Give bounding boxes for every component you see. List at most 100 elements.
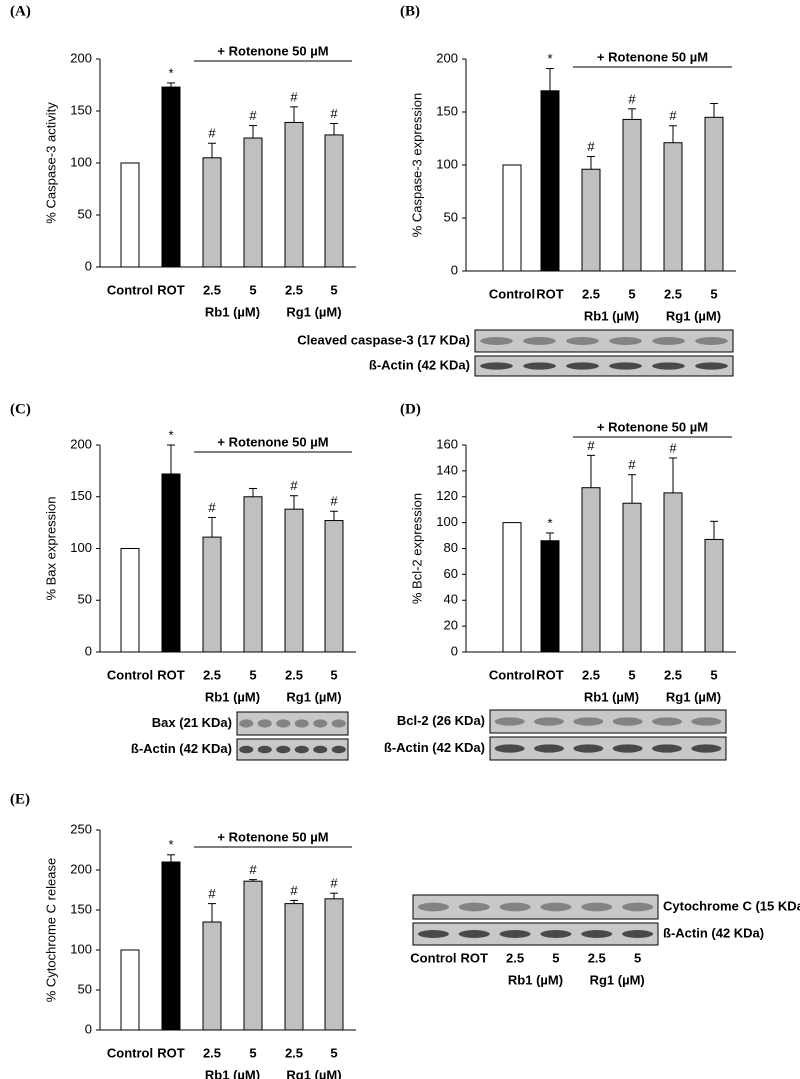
blot-band <box>494 744 525 753</box>
blot-label: ß-Actin (42 KDa) <box>663 925 764 940</box>
bar <box>581 168 601 272</box>
blot-band <box>523 362 556 370</box>
group-label: Rb1 (µM) <box>584 689 639 704</box>
x-tick-label: 2.5 <box>664 667 682 682</box>
bar <box>120 949 140 1031</box>
blot-label: ß-Actin (42 KDa) <box>384 740 485 755</box>
significance-marker: * <box>547 51 552 66</box>
bar <box>161 861 181 1031</box>
blot-band <box>499 930 531 938</box>
significance-marker: # <box>208 500 216 515</box>
blot-label: Bax (21 KDa) <box>152 715 232 730</box>
blot-band <box>313 745 328 754</box>
significance-marker: * <box>547 515 552 530</box>
x-tick-label: Control <box>107 282 153 297</box>
group-label: Rb1 (µM) <box>205 689 260 704</box>
significance-marker: * <box>168 65 173 80</box>
bar <box>324 898 344 1031</box>
blot-band <box>523 337 556 345</box>
annotation: + Rotenone 50 µM <box>217 434 328 449</box>
blot <box>412 894 659 920</box>
blot-band <box>540 902 572 912</box>
y-tick-label: 20 <box>444 618 458 633</box>
blot-band <box>691 717 722 726</box>
significance-marker: # <box>330 494 338 509</box>
blot-band <box>480 337 513 345</box>
bar <box>284 508 304 653</box>
blot <box>236 711 349 736</box>
group-label: Rg1 (µM) <box>666 308 721 323</box>
blot <box>474 355 734 377</box>
bar <box>202 536 222 653</box>
blot-band <box>331 719 346 728</box>
y-tick-label: 200 <box>70 50 92 65</box>
x-tick-label: 5 <box>249 667 256 682</box>
bar <box>243 137 263 268</box>
group-label: Rb1 (µM) <box>584 308 639 323</box>
blot-band <box>622 902 654 912</box>
y-axis-label: % Caspase-3 expression <box>409 93 424 238</box>
y-tick-label: 50 <box>444 209 458 224</box>
y-tick-label: 40 <box>444 592 458 607</box>
x-tick-label: 2.5 <box>285 1045 303 1060</box>
bar <box>284 121 304 268</box>
significance-marker: # <box>330 106 338 121</box>
bar <box>581 487 601 653</box>
x-tick-label: 5 <box>249 1045 256 1060</box>
x-tick-label: Control <box>107 667 153 682</box>
significance-marker: # <box>290 883 298 898</box>
x-tick-label: 5 <box>628 667 635 682</box>
significance-marker: # <box>290 89 298 104</box>
x-tick-label: ROT <box>157 667 185 682</box>
x-tick-label: 5 <box>330 282 337 297</box>
significance-marker: * <box>168 427 173 442</box>
annotation: + Rotenone 50 µM <box>217 43 328 58</box>
panel-label: (A) <box>10 3 31 19</box>
y-axis-label: % Cytochrome C release <box>43 858 58 1003</box>
bar <box>540 90 560 272</box>
blot-band <box>458 902 490 912</box>
y-tick-label: 0 <box>451 262 458 277</box>
y-tick-label: 250 <box>70 821 92 836</box>
y-tick-label: 0 <box>451 643 458 658</box>
bar <box>161 473 181 653</box>
blot-band <box>276 719 291 728</box>
blot-band <box>652 744 682 753</box>
blot-band <box>573 717 604 726</box>
blot-band <box>239 719 254 728</box>
lane-group-label: Rb1 (µM) <box>508 972 563 987</box>
y-tick-label: 60 <box>444 566 458 581</box>
x-tick-label: 5 <box>249 282 256 297</box>
bar <box>202 157 222 268</box>
blot-label: Bcl-2 (26 KDa) <box>397 713 485 728</box>
lane-label: 5 <box>634 950 641 965</box>
blot-band <box>257 719 272 728</box>
x-tick-label: 5 <box>330 667 337 682</box>
blot-band <box>480 362 513 370</box>
y-tick-label: 160 <box>436 436 458 451</box>
blot-band <box>581 902 613 912</box>
significance-marker: * <box>168 837 173 852</box>
bar <box>622 118 642 272</box>
panel-label: (B) <box>400 3 420 19</box>
y-tick-label: 100 <box>70 154 92 169</box>
blot-band <box>652 337 685 345</box>
lane-label: ROT <box>461 950 489 965</box>
y-tick-label: 0 <box>85 643 92 658</box>
x-tick-label: ROT <box>157 282 185 297</box>
blot-band <box>695 362 728 370</box>
group-label: Rg1 (µM) <box>286 304 341 319</box>
blot-band <box>276 745 291 754</box>
y-tick-label: 120 <box>436 488 458 503</box>
panel-label: (E) <box>10 791 30 807</box>
significance-marker: # <box>628 91 636 106</box>
y-tick-label: 100 <box>436 514 458 529</box>
x-tick-label: 2.5 <box>203 282 221 297</box>
y-tick-label: 100 <box>70 540 92 555</box>
blot-band <box>652 362 685 370</box>
group-label: Rg1 (µM) <box>666 689 721 704</box>
y-tick-label: 140 <box>436 462 458 477</box>
x-tick-label: 5 <box>710 286 717 301</box>
x-tick-label: Control <box>107 1045 153 1060</box>
bar <box>663 142 683 272</box>
